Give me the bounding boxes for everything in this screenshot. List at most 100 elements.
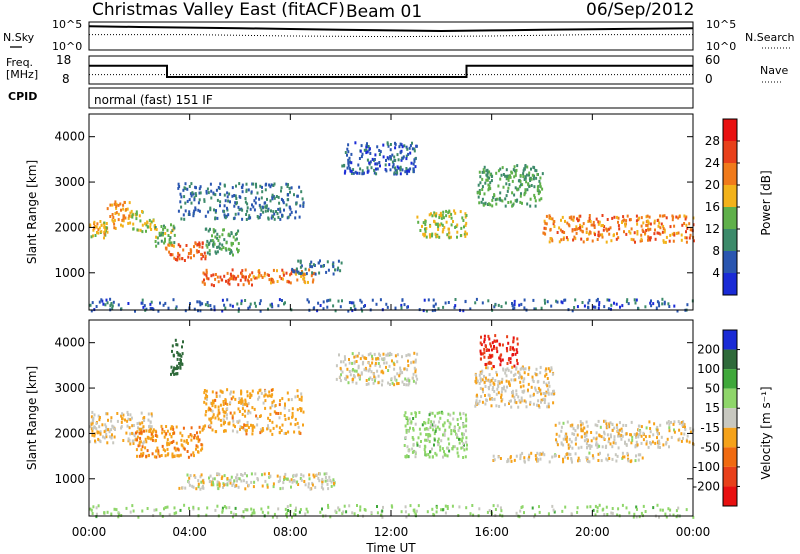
power-cell <box>653 221 656 225</box>
power-cell <box>239 278 242 282</box>
velocity-cell <box>522 384 525 388</box>
velocity-cell <box>286 391 289 395</box>
power-cell <box>560 238 563 242</box>
velocity-cell <box>105 425 108 429</box>
power-cell <box>543 231 546 235</box>
power-cell <box>179 244 182 248</box>
power-cell <box>238 182 241 186</box>
power-cell <box>287 183 289 187</box>
velocity-cell <box>321 482 324 486</box>
velocity-cell <box>173 431 176 435</box>
power-color-segment <box>723 185 737 207</box>
power-cell <box>221 278 224 282</box>
power-cell <box>236 302 239 306</box>
velocity-cell <box>344 377 347 381</box>
velocity-cell <box>410 420 413 424</box>
power-cell <box>230 250 233 254</box>
power-cell <box>681 223 684 227</box>
velocity-cell <box>405 430 408 434</box>
power-cell <box>660 222 663 226</box>
velocity-cell <box>480 352 483 356</box>
velocity-cell <box>408 353 411 357</box>
power-cell <box>346 153 348 157</box>
power-cell <box>213 305 216 309</box>
power-cell <box>339 269 342 273</box>
power-cell <box>270 302 273 306</box>
velocity-cell <box>162 448 165 452</box>
velocity-cell <box>611 428 614 432</box>
velocity-cell <box>497 385 500 389</box>
velocity-cell <box>403 367 406 371</box>
power-cell <box>513 299 516 303</box>
power-cell <box>227 281 230 285</box>
power-colorbar-label: 8 <box>712 244 720 258</box>
power-cell <box>512 307 515 311</box>
power-cell <box>267 217 270 221</box>
power-cell <box>357 163 360 167</box>
power-cell <box>249 207 252 211</box>
power-cell <box>162 231 164 235</box>
power-cell <box>281 277 284 281</box>
power-cell <box>264 209 267 213</box>
power-cell <box>496 197 499 201</box>
velocity-cell <box>488 373 491 377</box>
velocity-cell <box>171 370 174 374</box>
power-cell <box>640 237 643 241</box>
velocity-cell <box>452 429 455 433</box>
velocity-cell <box>535 367 538 371</box>
velocity-cell <box>551 504 554 508</box>
velocity-cell <box>656 441 659 445</box>
velocity-cell <box>333 482 335 485</box>
velocity-region-2 <box>178 472 336 491</box>
velocity-cell <box>174 372 177 376</box>
power-cell <box>352 171 355 175</box>
velocity-cell <box>560 425 563 429</box>
power-cell <box>566 238 569 242</box>
velocity-cell <box>219 418 222 422</box>
velocity-cell <box>116 419 119 423</box>
velocity-colorbar-label: -200 <box>693 479 720 493</box>
power-cell <box>406 169 409 173</box>
power-cell <box>212 230 215 234</box>
velocity-cell <box>566 420 569 424</box>
velocity-cell <box>111 424 114 428</box>
power-cell <box>281 299 283 302</box>
power-cell <box>297 259 300 263</box>
power-cell <box>115 202 118 206</box>
velocity-cell <box>154 429 157 433</box>
power-cell <box>224 306 227 310</box>
power-cell <box>112 220 115 224</box>
velocity-cell <box>194 476 197 479</box>
power-cell <box>216 236 219 240</box>
power-cell <box>690 228 693 232</box>
power-cell <box>236 201 238 205</box>
velocity-cell <box>505 368 507 372</box>
velocity-cell <box>512 336 515 340</box>
power-cell <box>677 231 680 235</box>
power-cell <box>309 262 312 266</box>
power-cell <box>390 157 392 161</box>
velocity-cell <box>546 405 549 409</box>
power-cell <box>392 163 395 166</box>
power-cell <box>132 222 135 226</box>
velocity-cell <box>490 361 493 365</box>
velocity-cell <box>132 439 135 443</box>
power-cell <box>497 169 500 173</box>
velocity-cell <box>500 390 503 394</box>
power-cell <box>635 298 638 302</box>
power-cell <box>164 237 166 241</box>
power-cell <box>479 175 482 179</box>
velocity-cell <box>320 485 323 489</box>
velocity-cell <box>435 506 438 510</box>
power-cell <box>479 181 482 185</box>
power-cell <box>501 199 504 203</box>
power-cell <box>689 233 692 237</box>
cpid-frame <box>88 87 694 109</box>
power-cell <box>504 204 507 208</box>
velocity-cell <box>111 433 113 437</box>
velocity-region-5 <box>335 351 419 387</box>
velocity-cell <box>141 421 144 425</box>
power-cell <box>482 168 485 172</box>
power-cell <box>289 213 292 217</box>
